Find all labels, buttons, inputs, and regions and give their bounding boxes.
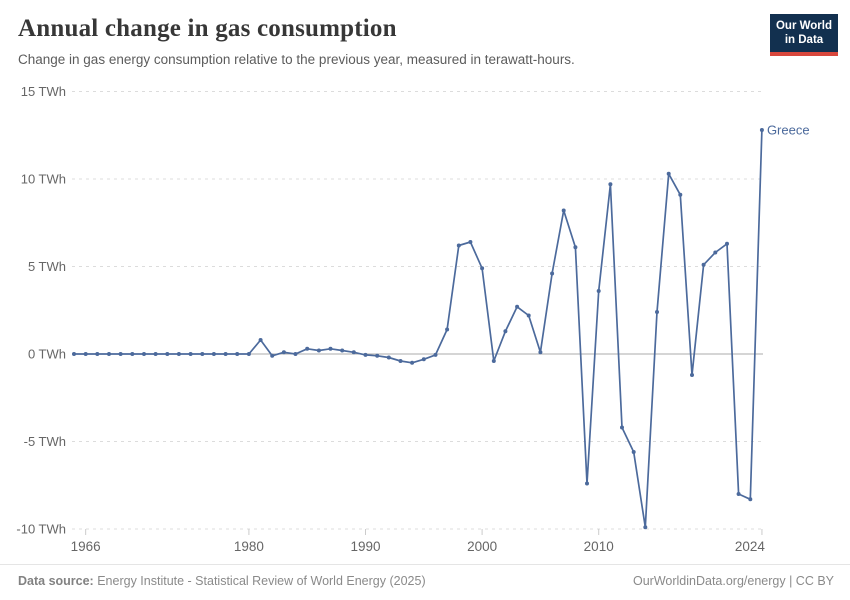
- data-point[interactable]: [480, 266, 485, 271]
- x-tick-label: 2000: [467, 539, 497, 554]
- data-point[interactable]: [305, 346, 310, 351]
- x-tick-label: 2010: [584, 539, 614, 554]
- data-point[interactable]: [223, 352, 228, 356]
- data-point[interactable]: [468, 240, 473, 244]
- data-point[interactable]: [690, 373, 694, 377]
- data-point[interactable]: [596, 289, 601, 293]
- data-point[interactable]: [153, 352, 158, 356]
- data-point[interactable]: [246, 352, 251, 356]
- x-tick-label: 1980: [234, 539, 264, 554]
- data-source: Data source: Energy Institute - Statisti…: [18, 574, 426, 588]
- data-point[interactable]: [503, 329, 508, 334]
- data-point[interactable]: [118, 352, 123, 356]
- data-point[interactable]: [515, 304, 520, 309]
- data-point[interactable]: [72, 352, 76, 356]
- data-point[interactable]: [561, 208, 566, 213]
- data-point[interactable]: [83, 352, 88, 356]
- data-point[interactable]: [398, 359, 403, 363]
- data-point[interactable]: [456, 243, 461, 248]
- data-point[interactable]: [258, 338, 263, 342]
- data-point[interactable]: [748, 497, 753, 502]
- y-tick-label: 5 TWh: [28, 259, 66, 274]
- data-point[interactable]: [375, 353, 380, 358]
- chart-header: Annual change in gas consumption Change …: [18, 15, 755, 68]
- data-point[interactable]: [666, 171, 671, 176]
- data-point[interactable]: [410, 360, 415, 365]
- data-source-text: Energy Institute - Statistical Review of…: [97, 574, 426, 588]
- data-source-label: Data source:: [18, 574, 94, 588]
- data-point[interactable]: [176, 352, 181, 356]
- data-point[interactable]: [620, 425, 624, 430]
- data-point[interactable]: [95, 352, 100, 356]
- data-point[interactable]: [643, 525, 648, 530]
- owid-logo[interactable]: Our World in Data: [770, 14, 838, 56]
- y-tick-label: -10 TWh: [16, 522, 66, 537]
- series-label-greece: Greece: [767, 123, 810, 138]
- data-point[interactable]: [142, 352, 146, 356]
- data-point[interactable]: [445, 327, 450, 332]
- data-point[interactable]: [386, 355, 391, 360]
- data-point[interactable]: [585, 481, 589, 486]
- data-point[interactable]: [538, 350, 543, 355]
- data-point[interactable]: [526, 313, 531, 318]
- y-tick-label: 15 TWh: [21, 84, 66, 99]
- data-point[interactable]: [107, 352, 111, 356]
- data-point[interactable]: [491, 359, 496, 363]
- y-tick-label: 0 TWh: [28, 347, 66, 362]
- page-title: Annual change in gas consumption: [18, 15, 397, 42]
- x-tick-label: 1990: [350, 539, 380, 554]
- data-point[interactable]: [188, 352, 193, 356]
- chart-footer: Data source: Energy Institute - Statisti…: [0, 564, 850, 600]
- owid-logo-line1: Our World: [775, 20, 832, 32]
- data-point[interactable]: [351, 350, 356, 355]
- data-point[interactable]: [678, 192, 683, 197]
- data-point[interactable]: [270, 353, 275, 358]
- data-point[interactable]: [608, 182, 613, 187]
- data-point[interactable]: [573, 245, 578, 250]
- data-point[interactable]: [328, 346, 333, 351]
- series-line-greece[interactable]: [73, 129, 763, 529]
- data-point[interactable]: [713, 250, 718, 255]
- y-tick-label: -5 TWh: [24, 434, 66, 449]
- data-point[interactable]: [200, 352, 205, 356]
- data-point[interactable]: [293, 352, 298, 356]
- y-tick-label: 10 TWh: [21, 172, 66, 187]
- data-point[interactable]: [316, 348, 321, 353]
- footer-credit-link[interactable]: OurWorldinData.org/energy | CC BY: [632, 574, 834, 588]
- owid-logo-line2: in Data: [784, 34, 824, 47]
- x-tick-label: 1966: [71, 539, 101, 554]
- data-point[interactable]: [281, 350, 286, 355]
- data-point[interactable]: [550, 271, 555, 276]
- data-point[interactable]: [631, 450, 636, 454]
- data-point[interactable]: [211, 352, 216, 356]
- data-point[interactable]: [363, 352, 368, 357]
- data-point[interactable]: [235, 352, 240, 356]
- data-point[interactable]: [421, 357, 426, 362]
- data-point[interactable]: [759, 128, 764, 132]
- x-tick-label: 2024: [735, 539, 766, 554]
- data-point[interactable]: [655, 310, 659, 314]
- data-point[interactable]: [340, 348, 345, 353]
- data-point[interactable]: [701, 262, 706, 267]
- page-subtitle: Change in gas energy consumption relativ…: [18, 51, 575, 67]
- data-point[interactable]: [433, 352, 438, 357]
- data-point[interactable]: [130, 352, 135, 356]
- data-point[interactable]: [736, 492, 741, 496]
- data-point[interactable]: [725, 241, 729, 246]
- data-point[interactable]: [165, 352, 170, 356]
